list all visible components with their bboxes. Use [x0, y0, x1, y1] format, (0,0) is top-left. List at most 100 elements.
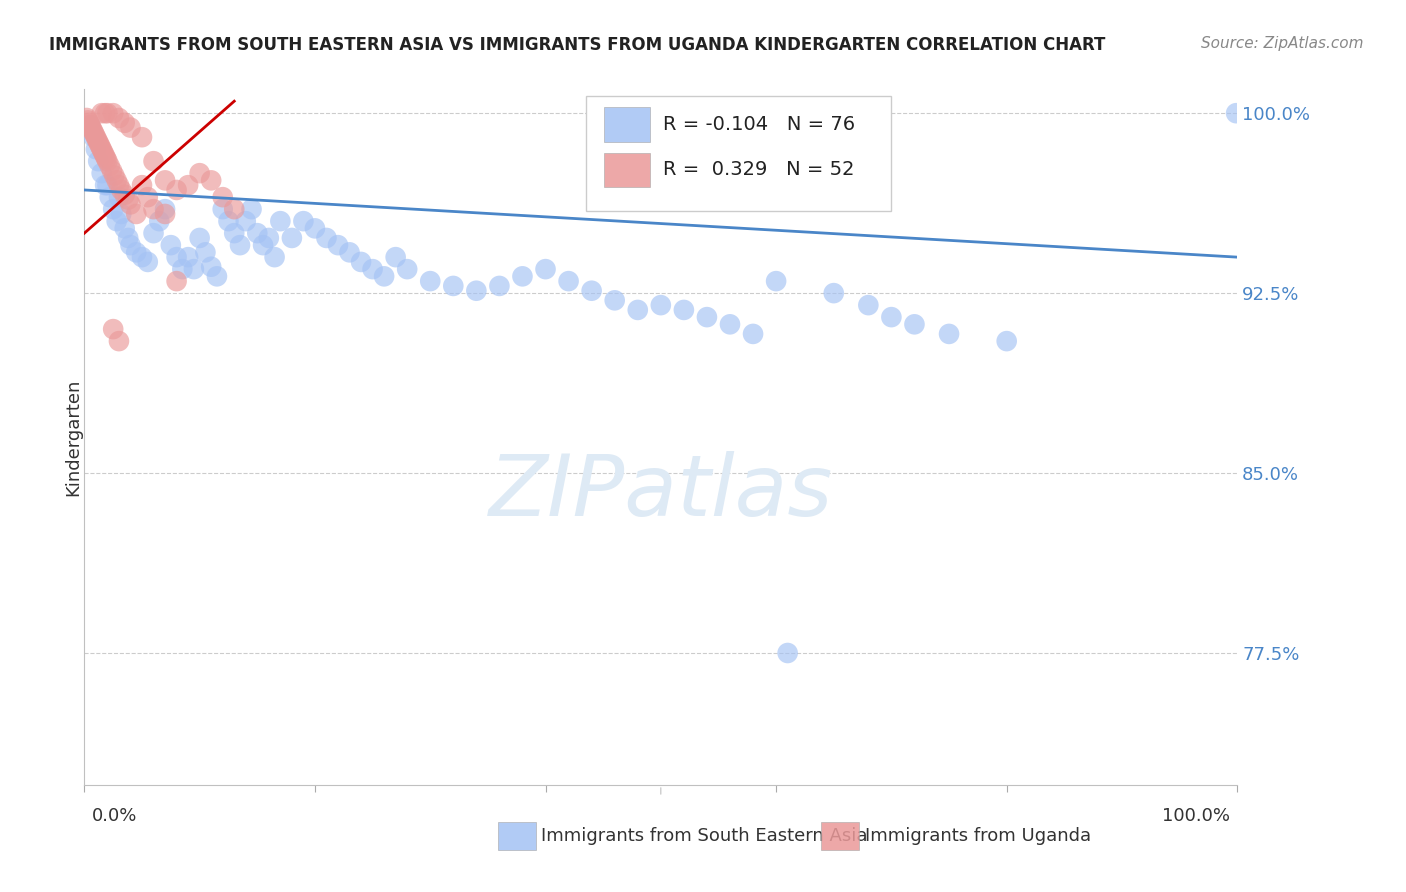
Point — [83, 125, 105, 139]
Point — [1225, 106, 1247, 120]
Point — [101, 163, 124, 178]
Point — [396, 262, 419, 277]
Point — [117, 193, 139, 207]
Point — [650, 298, 672, 312]
Point — [94, 106, 117, 120]
Point — [557, 274, 579, 288]
Point — [240, 202, 263, 216]
Point — [82, 123, 104, 137]
Point — [384, 250, 406, 264]
Point — [103, 169, 125, 183]
Point — [108, 334, 131, 348]
Point — [96, 152, 118, 166]
Point — [91, 145, 114, 159]
Point — [339, 245, 361, 260]
Point — [80, 120, 103, 135]
Text: 0.0%: 0.0% — [91, 807, 136, 825]
Point — [995, 334, 1018, 348]
Point — [94, 149, 117, 163]
Point — [211, 190, 233, 204]
Point — [257, 231, 280, 245]
Point — [142, 202, 165, 216]
Point — [627, 302, 650, 317]
FancyBboxPatch shape — [605, 153, 651, 187]
Point — [281, 231, 304, 245]
Text: Source: ZipAtlas.com: Source: ZipAtlas.com — [1201, 36, 1364, 51]
Point — [672, 302, 695, 317]
Point — [105, 214, 128, 228]
Point — [441, 279, 464, 293]
Point — [718, 318, 741, 332]
Point — [224, 202, 246, 216]
Point — [90, 166, 112, 180]
Point — [110, 183, 132, 197]
Point — [110, 207, 132, 221]
Point — [76, 111, 98, 125]
Point — [188, 231, 211, 245]
Point — [120, 120, 142, 135]
Point — [79, 118, 101, 132]
Point — [304, 221, 326, 235]
Point — [880, 310, 903, 325]
Point — [98, 190, 121, 204]
Point — [224, 226, 246, 240]
Point — [742, 326, 765, 341]
Point — [103, 322, 124, 336]
Point — [269, 214, 291, 228]
Point — [246, 226, 269, 240]
Point — [235, 214, 257, 228]
Point — [103, 106, 124, 120]
Point — [172, 262, 194, 277]
Point — [142, 154, 165, 169]
Point — [166, 183, 188, 197]
Point — [117, 231, 139, 245]
Point — [205, 269, 228, 284]
Point — [114, 116, 136, 130]
Point — [131, 250, 153, 264]
Point — [534, 262, 557, 277]
Point — [696, 310, 718, 325]
Point — [166, 274, 188, 288]
Point — [488, 279, 510, 293]
Point — [211, 202, 233, 216]
Point — [86, 132, 108, 146]
Point — [108, 111, 131, 125]
Text: IMMIGRANTS FROM SOUTH EASTERN ASIA VS IMMIGRANTS FROM UGANDA KINDERGARTEN CORREL: IMMIGRANTS FROM SOUTH EASTERN ASIA VS IM… — [49, 36, 1105, 54]
Point — [83, 128, 105, 142]
Point — [131, 178, 153, 193]
Point — [765, 274, 787, 288]
Text: 100.0%: 100.0% — [1163, 807, 1230, 825]
Point — [83, 130, 105, 145]
Point — [263, 250, 285, 264]
Point — [373, 269, 395, 284]
Point — [938, 326, 960, 341]
Point — [114, 221, 136, 235]
Text: Immigrants from South Eastern Asia: Immigrants from South Eastern Asia — [541, 827, 868, 845]
Point — [194, 245, 217, 260]
Point — [581, 284, 603, 298]
Point — [94, 178, 117, 193]
Point — [183, 262, 205, 277]
Point — [79, 118, 101, 132]
Point — [153, 207, 176, 221]
Point — [200, 260, 222, 274]
Point — [252, 238, 274, 252]
Point — [89, 137, 111, 152]
Point — [361, 262, 384, 277]
Point — [315, 231, 337, 245]
Point — [200, 173, 222, 187]
Point — [84, 130, 107, 145]
Point — [108, 178, 131, 193]
Point — [87, 135, 110, 149]
Point — [136, 255, 159, 269]
Point — [76, 113, 98, 128]
Point — [136, 190, 159, 204]
Point — [105, 173, 128, 187]
Text: Immigrants from Uganda: Immigrants from Uganda — [865, 827, 1091, 845]
Point — [77, 116, 100, 130]
Text: R =  0.329   N = 52: R = 0.329 N = 52 — [664, 161, 855, 179]
Point — [103, 202, 124, 216]
Point — [90, 142, 112, 156]
Point — [776, 646, 799, 660]
Point — [96, 154, 118, 169]
